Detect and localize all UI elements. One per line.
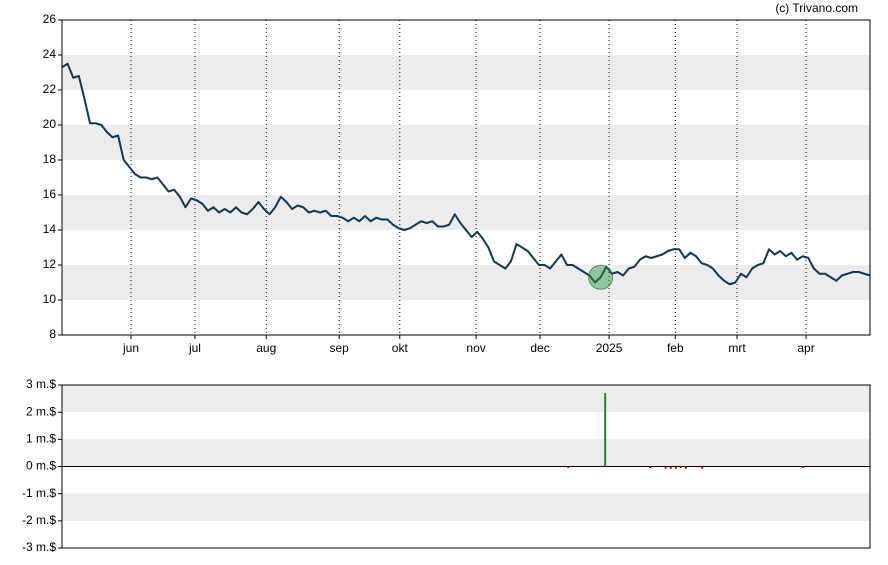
- x-tick-label: feb: [667, 341, 684, 355]
- y-tick-label: 12: [43, 257, 57, 271]
- x-tick-label: dec: [530, 341, 549, 355]
- band: [62, 439, 870, 467]
- y-tick-label: 8: [49, 327, 56, 341]
- x-tick-label: aug: [256, 341, 276, 355]
- x-tick-label: okt: [392, 341, 409, 355]
- volume-bar: [802, 466, 805, 468]
- price-line: [61, 62, 871, 286]
- x-tick-label: jun: [122, 341, 139, 355]
- y-tick-label: -1 m.$: [22, 486, 56, 500]
- band: [62, 265, 870, 300]
- volume-bar: [684, 466, 687, 469]
- x-tick-label: jul: [188, 341, 201, 355]
- y-tick-label: -3 m.$: [22, 540, 56, 554]
- volume-bar: [701, 466, 704, 469]
- band: [62, 55, 870, 90]
- volume-bar: [649, 466, 652, 468]
- y-tick-label: 10: [43, 292, 57, 306]
- y-tick-label: 16: [43, 187, 57, 201]
- volume-bar: [604, 393, 607, 467]
- volume-bar: [664, 466, 667, 469]
- y-tick-label: 24: [43, 47, 57, 61]
- y-tick-label: 1 m.$: [26, 432, 56, 446]
- volume-bar: [567, 466, 570, 468]
- band: [62, 195, 870, 230]
- volume-bar: [679, 466, 682, 468]
- x-tick-label: nov: [466, 341, 485, 355]
- volume-bar: [669, 466, 672, 469]
- y-tick-label: 26: [43, 12, 57, 26]
- band: [62, 385, 870, 413]
- plot-frame: [61, 19, 871, 336]
- y-tick-label: 3 m.$: [26, 377, 56, 391]
- x-tick-label: sep: [330, 341, 350, 355]
- y-tick-label: 20: [43, 117, 57, 131]
- y-tick-label: 18: [43, 152, 57, 166]
- y-tick-label: 22: [43, 82, 57, 96]
- x-tick-label: 2025: [596, 341, 623, 355]
- band: [62, 493, 870, 521]
- x-tick-label: mrt: [728, 341, 746, 355]
- plot-frame: [61, 384, 871, 549]
- source: (c) Trivano.com: [775, 1, 858, 15]
- y-tick-label: 0 m.$: [26, 459, 56, 473]
- highlight-marker: [588, 264, 614, 290]
- y-tick-label: 2 m.$: [26, 404, 56, 418]
- x-tick-label: apr: [797, 341, 814, 355]
- band: [62, 125, 870, 160]
- y-tick-label: -2 m.$: [22, 513, 56, 527]
- y-tick-label: 14: [43, 222, 57, 236]
- volume-bar: [674, 466, 677, 469]
